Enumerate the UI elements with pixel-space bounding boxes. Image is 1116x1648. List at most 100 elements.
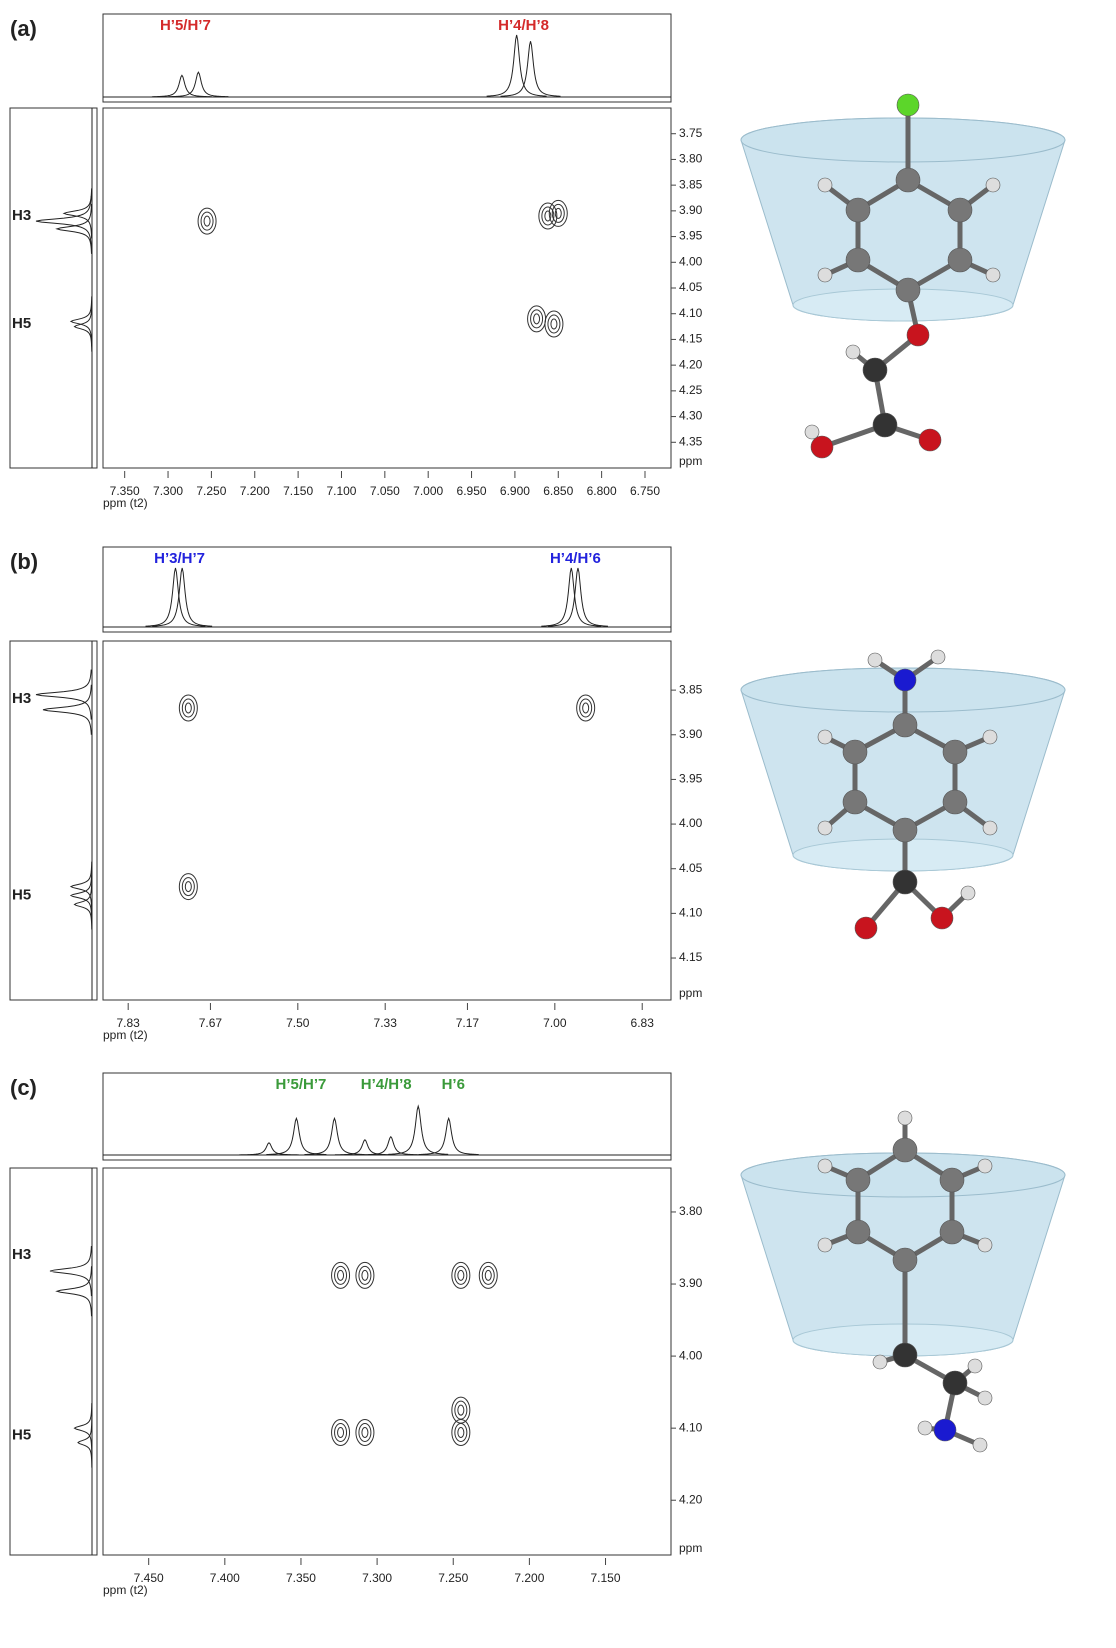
x-tick-label: 7.300: [362, 1571, 392, 1585]
x-tick-label: 7.150: [283, 484, 313, 498]
cross-peak: [533, 313, 541, 325]
atom: [817, 1158, 833, 1174]
y-tick-label: 4.25: [679, 383, 703, 397]
plot-frame: [102, 1167, 672, 1556]
atom: [872, 412, 898, 438]
atom: [939, 1167, 965, 1193]
atom: [977, 1158, 993, 1174]
top-peak: [486, 34, 547, 97]
cross-peak: [541, 206, 555, 226]
cross-peak: [454, 1422, 468, 1442]
left-peak: [77, 1417, 93, 1468]
x-tick-label: 7.100: [326, 484, 356, 498]
atom: [960, 885, 976, 901]
cross-peak: [576, 694, 596, 722]
left-peak: [69, 870, 93, 921]
y-tick-label: 4.05: [679, 861, 703, 875]
x-tick-label: 6.950: [457, 484, 487, 498]
top-frame: [102, 13, 672, 103]
cross-peak: [451, 1418, 471, 1446]
y-tick-label: 4.35: [679, 434, 703, 448]
top-peak: [145, 567, 206, 627]
atom: [892, 1137, 918, 1163]
top-peak: [541, 567, 602, 627]
left-peak: [49, 1246, 92, 1297]
plot-frame: [102, 640, 672, 1001]
x-tick-label: 6.900: [500, 484, 530, 498]
x-tick-label: 7.50: [286, 1016, 310, 1030]
peak-label: H’4/H’8: [498, 17, 549, 34]
y-tick-label: 3.90: [679, 1276, 703, 1290]
atom: [845, 344, 861, 360]
cross-peak: [358, 1422, 372, 1442]
left-peak: [73, 301, 93, 352]
cross-peak: [334, 1265, 348, 1285]
y-axis-label: ppm: [679, 454, 702, 468]
cross-peak: [355, 1418, 375, 1446]
atom: [933, 1418, 957, 1442]
y-tick-label: 4.10: [679, 1420, 703, 1434]
x-tick-label: 7.450: [134, 1571, 164, 1585]
x-tick-label: 7.200: [240, 484, 270, 498]
panel-label: (c): [10, 1075, 37, 1100]
cross-peak: [355, 1261, 375, 1289]
cone-rim: [740, 117, 1066, 163]
y-tick-label: 3.90: [679, 727, 703, 741]
plot-frame: [102, 107, 672, 469]
atom: [947, 247, 973, 273]
left-frame: [9, 107, 98, 469]
cross-peak: [551, 203, 565, 223]
side-label: H5: [12, 886, 31, 903]
atom: [817, 267, 833, 283]
atom: [892, 817, 918, 843]
atom: [918, 428, 942, 452]
left-peak: [55, 1266, 92, 1317]
left-peak: [55, 203, 92, 254]
atom: [842, 739, 868, 765]
atom: [985, 267, 1001, 283]
cross-peak: [484, 1269, 492, 1281]
cross-peak: [184, 881, 192, 893]
atom: [892, 1342, 918, 1368]
y-tick-label: 4.10: [679, 306, 703, 320]
top-frame: [102, 1072, 672, 1161]
left-peak: [69, 296, 93, 347]
atom: [982, 820, 998, 836]
atom: [854, 916, 878, 940]
cross-peak: [550, 318, 558, 330]
left-peak: [73, 879, 93, 930]
x-tick-label: 6.850: [543, 484, 573, 498]
x-tick-label: 7.400: [210, 1571, 240, 1585]
top-peak: [547, 567, 608, 627]
y-tick-label: 4.05: [679, 280, 703, 294]
cross-peak: [331, 1418, 351, 1446]
x-tick-label: 6.800: [587, 484, 617, 498]
atom: [895, 167, 921, 193]
top-peak: [168, 71, 229, 98]
atom: [842, 789, 868, 815]
atom: [817, 820, 833, 836]
atom: [893, 668, 917, 692]
atom: [804, 424, 820, 440]
atom: [942, 789, 968, 815]
peak-label: H’3/H’7: [154, 550, 205, 567]
cross-peak: [454, 1265, 468, 1285]
cross-peak: [481, 1265, 495, 1285]
cross-peak: [544, 210, 552, 222]
x-tick-label: 7.300: [153, 484, 183, 498]
cross-peak: [457, 1404, 465, 1416]
cross-peak: [337, 1426, 345, 1438]
top-peak: [500, 41, 561, 97]
atom: [845, 1219, 871, 1245]
peak-label: H’5/H’7: [160, 17, 211, 34]
cross-peak: [197, 207, 217, 235]
cross-peak: [334, 1422, 348, 1442]
left-peak: [73, 1403, 93, 1454]
y-axis-label: ppm: [679, 1541, 702, 1555]
atom: [985, 177, 1001, 193]
atom: [895, 277, 921, 303]
cross-peak: [451, 1261, 471, 1289]
atom: [942, 1370, 968, 1396]
side-label: H3: [12, 207, 31, 224]
